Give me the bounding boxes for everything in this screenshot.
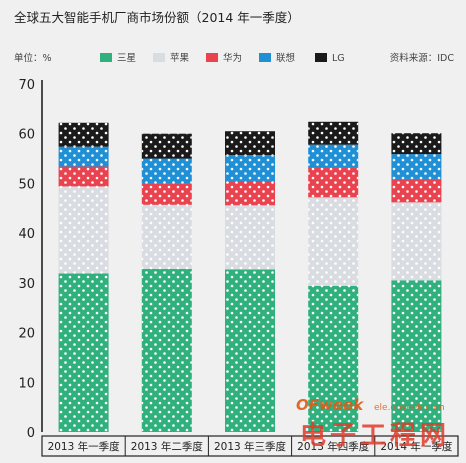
bar-segment	[141, 268, 192, 432]
bar-segment	[141, 133, 192, 159]
bar-segment	[308, 285, 359, 432]
bar-dot-pattern	[141, 133, 192, 159]
bar-segment	[308, 121, 359, 145]
bar-dot-pattern	[391, 178, 442, 203]
bar-dot-pattern	[141, 268, 192, 432]
legend-swatch	[100, 53, 112, 62]
bar-segment	[225, 269, 275, 432]
bar-dot-pattern	[58, 273, 109, 432]
bar-segment	[391, 133, 442, 155]
y-tick-label: 0	[27, 426, 35, 441]
bar-dot-pattern	[225, 269, 275, 432]
bar-segment	[308, 144, 359, 168]
bar-segment	[141, 204, 192, 269]
bar-dot-pattern	[391, 202, 442, 281]
bar-dot-pattern	[141, 158, 192, 184]
bar-segment	[308, 197, 359, 286]
bar-dot-pattern	[58, 122, 109, 147]
category-label: 2013 年四季度	[297, 440, 370, 453]
legend-label: 三星	[117, 53, 136, 64]
bar-dot-pattern	[58, 186, 109, 274]
legend-swatch	[259, 53, 271, 62]
bar-dot-pattern	[308, 197, 359, 286]
y-tick-label: 60	[18, 128, 35, 143]
bar-segment	[225, 180, 275, 206]
legend-label: 苹果	[170, 52, 190, 64]
bar-segment	[58, 122, 109, 147]
bar-dot-pattern	[225, 205, 275, 270]
watermark-domain: ele.ofweek.com	[374, 403, 445, 413]
y-tick-label: 10	[18, 376, 35, 391]
bar-dot-pattern	[308, 167, 359, 198]
bar-dot-pattern	[225, 180, 275, 206]
bar-dot-pattern	[308, 285, 359, 432]
bar-segment	[391, 202, 442, 281]
bar-dot-pattern	[225, 131, 275, 156]
bar-segment	[391, 280, 442, 432]
bar-segment	[225, 205, 275, 270]
watermark-brand: OFweek	[296, 396, 364, 414]
watermark-name: 电子工程网	[300, 421, 450, 451]
bar-segment	[391, 154, 442, 179]
bar-dot-pattern	[225, 155, 275, 181]
bar-dot-pattern	[308, 144, 359, 168]
bar-segment	[225, 131, 275, 156]
bar-dot-pattern	[58, 166, 109, 187]
bar-segment	[391, 178, 442, 203]
category-label: 2013 年一季度	[48, 440, 121, 453]
bar-segment	[58, 146, 109, 167]
legend-swatch	[153, 53, 165, 62]
y-tick-label: 40	[18, 227, 35, 242]
category-label: 2014 年一季度	[380, 440, 453, 453]
bar-segment	[58, 186, 109, 274]
bar-segment	[141, 183, 192, 205]
bar-dot-pattern	[141, 183, 192, 205]
legend-label: LG	[332, 53, 345, 64]
bar-dot-pattern	[141, 204, 192, 269]
bar-dot-pattern	[391, 154, 442, 179]
legend-label: 华为	[223, 52, 242, 64]
legend-swatch	[206, 53, 218, 62]
category-axis-box	[41, 435, 459, 457]
bar-segment	[141, 158, 192, 184]
bar-segment	[225, 155, 275, 181]
bar-segment	[58, 273, 109, 432]
chart-title: 全球五大智能手机厂商市场份额（2014 年一季度）	[14, 10, 300, 25]
y-tick-label: 50	[18, 177, 35, 192]
bar-dot-pattern	[308, 121, 359, 145]
source-label: 资料来源：IDC	[390, 52, 455, 64]
y-tick-label: 20	[18, 327, 35, 342]
y-tick-label: 70	[18, 78, 35, 93]
bar-dot-pattern	[391, 133, 442, 155]
legend-label: 联想	[276, 52, 296, 64]
bar-dot-pattern	[391, 280, 442, 432]
category-label: 2013 年二季度	[131, 440, 204, 453]
unit-label: 单位：%	[14, 52, 52, 64]
y-tick-label: 30	[18, 277, 35, 292]
bar-dot-pattern	[58, 146, 109, 167]
bar-segment	[308, 167, 359, 198]
legend-swatch	[315, 53, 327, 62]
category-label: 2013 年三季度	[214, 440, 287, 453]
bar-segment	[58, 166, 109, 187]
